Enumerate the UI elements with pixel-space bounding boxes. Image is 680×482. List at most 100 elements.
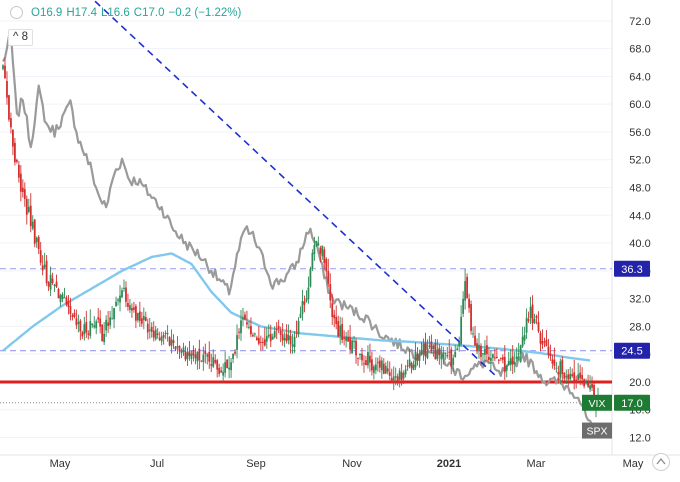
- candle-body: [380, 360, 383, 371]
- candle-body: [474, 335, 476, 346]
- candle-body: [539, 332, 542, 344]
- candle-body: [210, 364, 213, 366]
- candle-body: [107, 322, 110, 326]
- candle-body: [152, 330, 155, 338]
- candle-body: [305, 298, 308, 302]
- candle-body: [160, 336, 163, 342]
- candle-body: [537, 322, 540, 332]
- candle-body: [488, 356, 490, 360]
- candle-body: [486, 345, 488, 355]
- candle-body: [23, 189, 26, 200]
- candle-body: [25, 198, 28, 215]
- candle-body: [140, 318, 143, 324]
- candle-body: [45, 260, 48, 283]
- candle-body: [404, 369, 407, 375]
- candle-body: [230, 362, 232, 371]
- candle-body: [525, 317, 528, 333]
- candle-body: [452, 358, 455, 365]
- candle-body: [311, 252, 314, 269]
- candle-body: [309, 268, 312, 287]
- y-tick-label: 68.0: [629, 44, 650, 56]
- candle-body: [287, 335, 290, 341]
- candle-body: [246, 322, 248, 325]
- candle-body: [184, 351, 187, 360]
- candle-body: [47, 282, 50, 287]
- candle-body: [313, 244, 316, 255]
- candle-body: [470, 304, 472, 331]
- candle-body: [31, 221, 34, 229]
- price-tag-label: 36.3: [621, 264, 642, 276]
- candle-body: [83, 324, 86, 335]
- candle-body: [95, 321, 98, 329]
- candle-body: [490, 357, 492, 361]
- candle-body: [303, 301, 306, 305]
- candle-body: [232, 353, 234, 360]
- legend-low: L16.6: [101, 6, 130, 19]
- candle-body: [293, 336, 296, 348]
- collapse-count: 8: [21, 31, 29, 43]
- candle-body: [198, 348, 201, 361]
- candle-body: [388, 372, 391, 376]
- candle-body: [158, 337, 161, 340]
- candle-body: [168, 336, 171, 346]
- candle-body: [577, 374, 580, 381]
- candle-body: [549, 353, 552, 357]
- candle-body: [349, 337, 351, 350]
- candle-body: [587, 383, 589, 387]
- candle-body: [436, 349, 439, 359]
- candle-body: [255, 337, 258, 341]
- candle-body: [317, 243, 320, 246]
- candle-body: [218, 367, 221, 374]
- candle-body: [154, 329, 157, 340]
- candle-body: [531, 304, 534, 324]
- candle-body: [378, 360, 381, 368]
- candle-body: [99, 318, 102, 327]
- price-tag: [614, 260, 650, 277]
- candle-body: [186, 352, 189, 360]
- candle-body: [315, 242, 318, 246]
- candle-body: [484, 348, 486, 355]
- candle-body: [131, 307, 133, 311]
- candle-body: [123, 287, 125, 289]
- candle-body: [337, 321, 340, 337]
- candle-body: [418, 353, 421, 361]
- chevron-up-icon: ^: [13, 31, 19, 43]
- candle-body: [208, 351, 211, 362]
- candle-body: [289, 335, 292, 345]
- candle-body: [567, 374, 570, 380]
- candle-body: [61, 294, 64, 300]
- candle-body: [458, 341, 461, 347]
- settings-icon[interactable]: [652, 453, 670, 471]
- candle-body: [361, 353, 363, 361]
- candle-body: [17, 164, 20, 178]
- candle-body: [263, 339, 266, 346]
- candle-body: [29, 205, 32, 227]
- candle-body: [117, 299, 119, 301]
- candle-body: [351, 340, 353, 354]
- candle-body: [515, 356, 518, 359]
- candle-body: [214, 359, 217, 363]
- candle-body: [591, 384, 593, 388]
- candle-body: [307, 287, 310, 300]
- candle-body: [63, 297, 66, 299]
- candle-body: [196, 351, 199, 362]
- candle-body: [170, 339, 173, 346]
- candle-body: [75, 318, 78, 326]
- y-tick-label: 44.0: [629, 210, 650, 222]
- candle-body: [519, 345, 522, 354]
- candle-body: [81, 332, 84, 337]
- y-tick-label: 60.0: [629, 99, 650, 111]
- candle-body: [115, 301, 117, 307]
- candle-body: [59, 295, 62, 303]
- candle-body: [194, 354, 197, 359]
- candle-body: [450, 349, 453, 367]
- candle-body: [466, 276, 468, 299]
- indicator-collapse-button[interactable]: ^ 8: [8, 29, 34, 46]
- candle-body: [291, 344, 294, 347]
- candle-body: [363, 363, 365, 365]
- candle-body: [333, 314, 336, 319]
- candle-body: [180, 351, 183, 354]
- candle-body: [499, 357, 502, 359]
- y-tick-label: 52.0: [629, 155, 650, 167]
